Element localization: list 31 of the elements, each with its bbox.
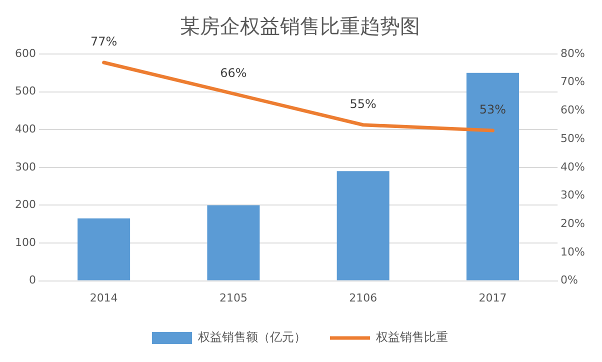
x-tick-label: 2105 — [219, 291, 248, 304]
data-label: 77% — [90, 34, 118, 49]
x-tick-label: 2014 — [90, 291, 118, 304]
y-tick-label: 0 — [28, 274, 36, 287]
y-tick-label: 600 — [14, 46, 36, 60]
y2-tick-label: 50% — [560, 132, 586, 145]
x-tick-label: 2017 — [478, 291, 507, 304]
bar — [336, 171, 390, 280]
bar — [466, 72, 519, 280]
y2-tick-label: 60% — [560, 104, 586, 117]
legend-label: 权益销售比重 — [375, 330, 448, 344]
chart-title: 某房企权益销售比重趋势图 — [180, 14, 420, 38]
data-label: 55% — [350, 97, 376, 111]
legend-label: 权益销售额（亿元） — [197, 330, 306, 344]
y-tick-label: 400 — [14, 122, 36, 136]
bar — [207, 205, 260, 280]
data-label: 66% — [220, 66, 247, 80]
y2-tick-label: 10% — [560, 245, 586, 258]
y2-tick-label: 20% — [560, 216, 586, 230]
y-tick-label: 500 — [14, 84, 36, 98]
y2-tick-label: 0% — [560, 274, 578, 287]
y2-tick-label: 80% — [560, 46, 586, 60]
bar — [78, 218, 130, 280]
y2-tick-label: 30% — [560, 188, 586, 202]
x-tick-label: 2106 — [349, 291, 378, 304]
y-tick-label: 300 — [14, 160, 36, 174]
y-tick-label: 200 — [14, 198, 36, 212]
y2-tick-label: 70% — [560, 75, 586, 88]
y2-tick-label: 40% — [560, 160, 586, 174]
data-label: 53% — [479, 102, 506, 117]
y-tick-label: 100 — [14, 236, 36, 249]
